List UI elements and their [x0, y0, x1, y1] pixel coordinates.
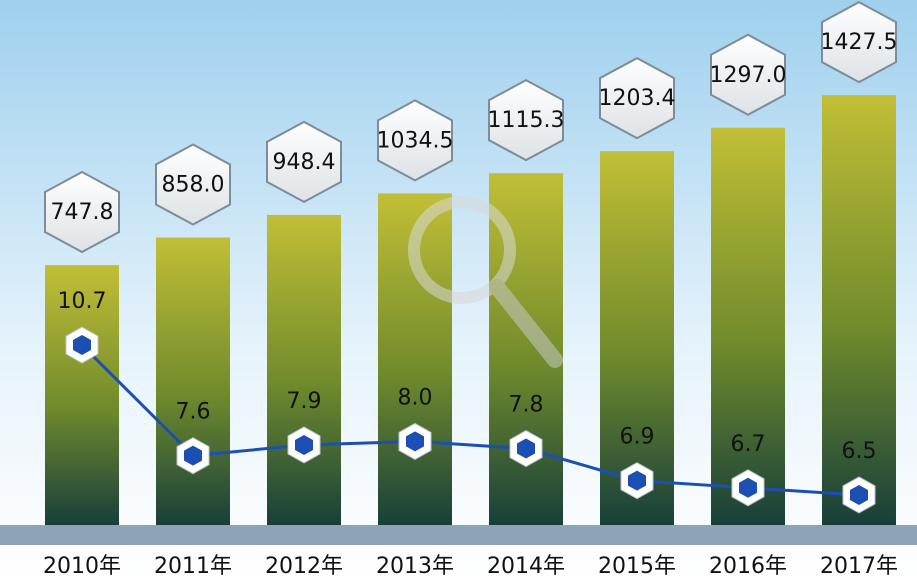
x-tick-label: 2010年 [43, 554, 121, 579]
marker [184, 445, 202, 466]
x-tick-label: 2017年 [820, 554, 898, 579]
value-label-box [377, 99, 453, 182]
value-label: 7.9 [287, 389, 322, 414]
marker [850, 484, 868, 505]
bar [822, 95, 896, 525]
value-label: 1203.4 [599, 86, 676, 111]
value-label: 10.7 [58, 289, 107, 314]
value-label: 1034.5 [377, 128, 454, 153]
x-tick-label: 2014年 [487, 554, 565, 579]
value-label: 7.8 [509, 393, 544, 418]
value-label-box [266, 120, 342, 204]
bar [711, 127, 785, 525]
value-label: 8.0 [398, 385, 433, 410]
bar [45, 265, 119, 525]
bar [156, 237, 230, 525]
line [80, 343, 860, 497]
value-label: 6.9 [620, 425, 655, 450]
value-label: 1297.0 [710, 63, 787, 88]
value-label: 1427.5 [821, 30, 898, 55]
marker [73, 335, 91, 356]
value-label: 858.0 [162, 173, 225, 198]
bar [267, 214, 341, 525]
base-strip [0, 525, 917, 545]
value-label: 1115.3 [488, 108, 565, 133]
marker [406, 431, 424, 452]
magnifier-decoration [408, 196, 563, 368]
marker [295, 434, 313, 455]
value-label-box [710, 33, 786, 116]
x-tick-label: 2015年 [598, 554, 676, 579]
value-label-box [44, 170, 120, 254]
x-tick-label: 2011年 [154, 554, 232, 579]
value-label: 948.4 [273, 150, 336, 175]
value-label: 6.5 [842, 439, 877, 464]
x-tick-label: 2013年 [376, 554, 454, 579]
value-label: 7.6 [176, 400, 211, 425]
value-label-box [599, 57, 675, 140]
value-label: 6.7 [731, 432, 766, 457]
x-tick-label: 2012年 [265, 554, 343, 579]
value-label-box [488, 79, 564, 162]
value-label: 747.8 [51, 200, 114, 225]
value-label-box [821, 0, 897, 84]
x-tick-label: 2016年 [709, 554, 787, 579]
marker [517, 438, 535, 459]
marker [628, 470, 646, 491]
value-label-box [155, 143, 231, 226]
marker [739, 477, 757, 498]
